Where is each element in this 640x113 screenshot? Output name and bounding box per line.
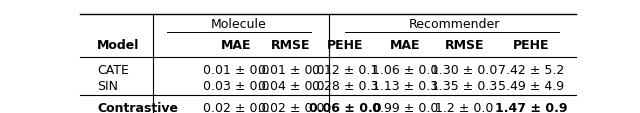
Text: 5.49 ± 4.9: 5.49 ± 4.9 xyxy=(499,79,564,92)
Text: 0.03 ± 0.0: 0.03 ± 0.0 xyxy=(203,79,269,92)
Text: 1.30 ± 0.0: 1.30 ± 0.0 xyxy=(431,64,497,77)
Text: 7.42 ± 5.2: 7.42 ± 5.2 xyxy=(498,64,564,77)
Text: 1.35 ± 0.3: 1.35 ± 0.3 xyxy=(431,79,497,92)
Text: 0.04 ± 0.0: 0.04 ± 0.0 xyxy=(257,79,324,92)
Text: 0.01 ± 0.0: 0.01 ± 0.0 xyxy=(257,64,324,77)
Text: 0.06 ± 0.0: 0.06 ± 0.0 xyxy=(309,101,381,113)
Text: 1.13 ± 0.3: 1.13 ± 0.3 xyxy=(372,79,438,92)
Text: RMSE: RMSE xyxy=(445,38,484,51)
Text: 0.02 ± 0.0: 0.02 ± 0.0 xyxy=(203,101,269,113)
Text: 0.99 ± 0.0: 0.99 ± 0.0 xyxy=(372,101,438,113)
Text: Molecule: Molecule xyxy=(211,18,267,30)
Text: 0.02 ± 0.0: 0.02 ± 0.0 xyxy=(257,101,324,113)
Text: 1.2 ± 0.0: 1.2 ± 0.0 xyxy=(435,101,493,113)
Text: 0.01 ± 0.0: 0.01 ± 0.0 xyxy=(203,64,269,77)
Text: Contrastive: Contrastive xyxy=(97,101,179,113)
Text: 0.28 ± 0.3: 0.28 ± 0.3 xyxy=(312,79,378,92)
Text: Recommender: Recommender xyxy=(409,18,500,30)
Text: 0.12 ± 0.1: 0.12 ± 0.1 xyxy=(312,64,378,77)
Text: 1.47 ± 0.9: 1.47 ± 0.9 xyxy=(495,101,568,113)
Text: SIN: SIN xyxy=(97,79,118,92)
Text: PEHE: PEHE xyxy=(327,38,364,51)
Text: MAE: MAE xyxy=(221,38,252,51)
Text: CATE: CATE xyxy=(97,64,129,77)
Text: MAE: MAE xyxy=(390,38,420,51)
Text: 1.06 ± 0.0: 1.06 ± 0.0 xyxy=(372,64,438,77)
Text: PEHE: PEHE xyxy=(513,38,550,51)
Text: Model: Model xyxy=(97,38,140,51)
Text: RMSE: RMSE xyxy=(271,38,310,51)
